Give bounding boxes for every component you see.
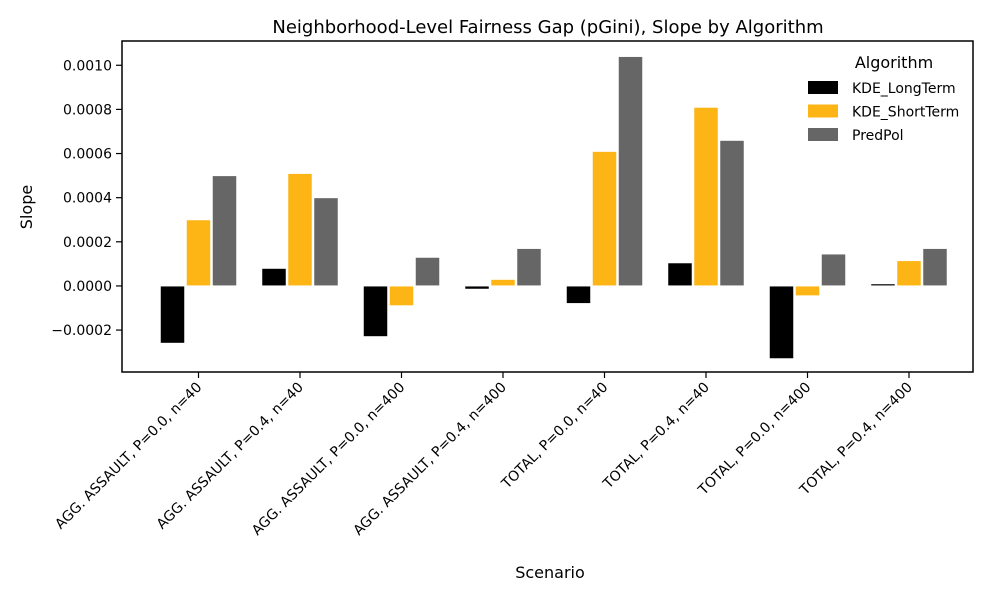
bar-predpol <box>922 247 948 287</box>
legend: Algorithm KDE_LongTerm KDE_ShortTerm PredPo… <box>808 53 959 144</box>
legend-swatch <box>808 104 838 118</box>
bar-kde-longterm <box>565 285 592 305</box>
y-tick-label: −0.0002 <box>51 323 112 339</box>
bar-predpol <box>313 197 339 287</box>
bar-predpol <box>211 175 238 287</box>
bar-kde-shortterm <box>388 285 415 307</box>
bar-predpol <box>516 247 542 287</box>
bar-kde-longterm <box>261 267 287 287</box>
y-tick-label: 0.0008 <box>63 102 112 118</box>
legend-label: PredPol <box>852 128 904 144</box>
x-tick-label: TOTAL, P=0.4, n=400 <box>796 380 915 499</box>
x-tick-label: TOTAL, P=0.4, n=40 <box>600 380 713 493</box>
bar-kde-longterm <box>870 283 896 287</box>
bar-predpol <box>820 253 847 287</box>
bar-kde-longterm <box>464 285 490 290</box>
legend-swatch <box>808 81 838 94</box>
bar-predpol <box>719 139 745 287</box>
bar-kde-shortterm <box>591 150 618 287</box>
bar-kde-longterm <box>362 285 389 338</box>
bar-kde-shortterm <box>185 219 212 287</box>
y-tick-label: 0.0006 <box>63 147 112 163</box>
x-tick-label: TOTAL, P=0.0, n=40 <box>498 380 611 493</box>
legend-label: KDE_ShortTerm <box>852 105 959 121</box>
bar-predpol <box>414 256 441 287</box>
legend-title: Algorithm <box>855 53 933 72</box>
bar-kde-shortterm <box>693 106 719 287</box>
y-tick-label: 0.0000 <box>63 279 112 295</box>
legend-label: KDE_LongTerm <box>852 81 956 97</box>
chart-title: Neighborhood-Level Fairness Gap (pGini),… <box>272 17 823 38</box>
x-axis-label: Scenario <box>515 563 585 582</box>
y-tick-label: 0.0010 <box>63 58 112 74</box>
bar-kde-shortterm <box>794 285 821 297</box>
bar-predpol <box>617 55 644 287</box>
bar-kde-longterm <box>159 285 186 344</box>
y-axis-label: Slope <box>17 185 36 229</box>
plot-frame <box>121 40 974 373</box>
legend-swatch <box>808 128 838 141</box>
bar-kde-shortterm <box>490 278 516 287</box>
bar-kde-shortterm <box>896 260 922 287</box>
bar-kde-shortterm <box>287 172 313 287</box>
bar-kde-longterm <box>768 285 795 360</box>
bar-kde-longterm <box>667 262 693 287</box>
y-tick-label: 0.0002 <box>63 235 112 251</box>
x-tick-label: TOTAL, P=0.0, n=400 <box>695 380 814 499</box>
y-tick-label: 0.0004 <box>63 191 112 207</box>
